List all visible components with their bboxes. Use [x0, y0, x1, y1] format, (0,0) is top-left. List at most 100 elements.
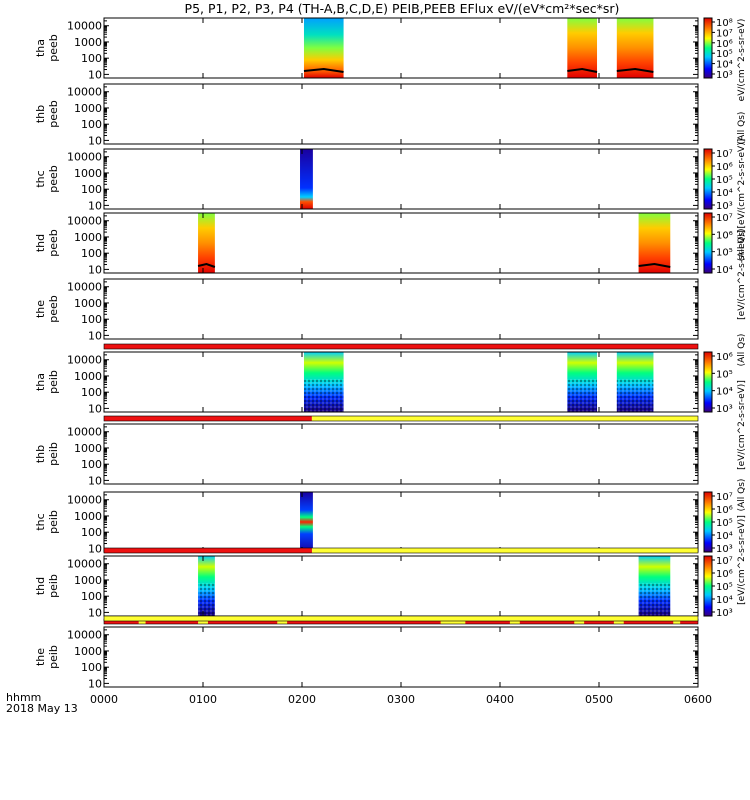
x-axis-label: 2018 May 13	[6, 702, 78, 715]
y-tick-label: 10000	[67, 426, 102, 439]
spectrogram-noise	[567, 379, 598, 412]
colorbar-tick-label: 10⁷	[716, 556, 733, 567]
side-label: eV/(cm^2-s-sr-eV)	[737, 19, 747, 102]
y-tick-label: 100	[81, 458, 102, 471]
colorbar-tick-label: 10⁷	[716, 213, 733, 224]
colorbar-tick-label: 10⁸	[716, 18, 733, 29]
colorbar-tick-label: 10⁴	[716, 188, 733, 199]
mode-bar-segment	[104, 548, 312, 553]
y-tick-label: 100	[81, 247, 102, 260]
y-tick-label: 10000	[67, 281, 102, 294]
colorbar-tick-label: 10⁴	[716, 265, 733, 276]
colorbar-gradient	[703, 148, 713, 210]
spectrogram-block	[198, 213, 215, 273]
panel-frame	[103, 17, 699, 79]
panel-ylabel-line: thc	[34, 170, 47, 187]
colorbar-gradient	[703, 351, 713, 413]
spacecraft-potential-line	[616, 67, 654, 73]
colorbar-gradient	[703, 212, 713, 274]
chart-title: P5, P1, P2, P3, P4 (TH-A,B,C,D,E) PEIB,P…	[185, 1, 620, 16]
y-tick-label: 1000	[74, 297, 102, 310]
panel-frame	[103, 626, 699, 688]
mode-bars	[103, 343, 699, 625]
y-tick-label: 100	[81, 118, 102, 131]
y-tick-label: 10	[88, 68, 102, 81]
colorbar-tick-label: 10⁵	[716, 582, 733, 593]
mode-bar-segment	[509, 619, 520, 624]
y-tick-label: 1000	[74, 510, 102, 523]
y-tick-label: 1000	[74, 231, 102, 244]
mode-bar-segment	[198, 619, 208, 624]
mode-bar-segment	[673, 619, 681, 624]
panel-frame	[103, 278, 699, 340]
colorbar-tick-label: 10⁶	[716, 505, 733, 516]
mode-bar	[103, 615, 699, 622]
panel-frame	[103, 83, 699, 145]
panel-frame	[103, 148, 699, 210]
spectrogram-block	[300, 492, 313, 552]
panel-the-peib: 10 100 1000 10000 the peib	[34, 626, 699, 690]
panel-the-peeb: 10 100 1000 10000 the peeb	[34, 278, 699, 342]
mode-bar-segment	[104, 619, 698, 624]
panel-thc-peib: 10 100 1000 10000 thc peib 10⁷ 10⁶ 10⁵ 10⁴ 10³	[34, 491, 733, 555]
y-tick-label: 100	[81, 386, 102, 399]
spectrogram-noise	[638, 583, 671, 616]
spectrogram-noise	[303, 379, 344, 412]
mode-bar	[103, 415, 699, 422]
spacecraft-potential-line	[197, 262, 216, 268]
side-label: [eV/(cm^2-s-sr-eV)]	[737, 230, 747, 320]
mode-bar-segment	[104, 416, 312, 421]
panel-ylabel-line: thd	[34, 234, 47, 252]
colorbar-tick-label: 10⁶	[716, 352, 733, 363]
y-tick-label: 1000	[74, 167, 102, 180]
colorbar-tick-label: 10⁷	[716, 492, 733, 503]
y-tick-label: 10000	[67, 215, 102, 228]
panel-ylabel-line: peeb	[47, 165, 60, 193]
x-tick-label: 0500	[585, 693, 613, 706]
colorbar-tick-label: 10⁶	[716, 569, 733, 580]
y-tick-label: 10	[88, 677, 102, 690]
y-tick-label: 10000	[67, 494, 102, 507]
y-tick-label: 10000	[67, 354, 102, 367]
y-tick-label: 10	[88, 329, 102, 342]
colorbar-tick-label: 10⁷	[716, 149, 733, 160]
y-tick-label: 10000	[67, 629, 102, 642]
mode-bar-segment	[104, 344, 698, 349]
colorbar-tick-label: 10³	[716, 404, 733, 415]
side-label: (All Qs)	[737, 479, 747, 512]
x-tick-label: 0100	[189, 693, 217, 706]
colorbar: 10⁶ 10⁵ 10⁴ 10³	[703, 351, 733, 415]
panel-ylabel-line: peeb	[47, 34, 60, 62]
side-label: (All Qs)	[737, 334, 747, 367]
y-tick-label: 10000	[67, 151, 102, 164]
panel-thd-peeb: 10 100 1000 10000 thd peeb 10⁷ 10⁶ 10⁵ 10⁴	[34, 212, 733, 276]
y-tick-label: 1000	[74, 442, 102, 455]
panel-ylabel-line: thc	[34, 513, 47, 530]
colorbar-tick-label: 10⁴	[716, 595, 733, 606]
y-tick-label: 10	[88, 263, 102, 276]
mode-bar-segment	[277, 619, 288, 624]
panel-ylabel-line: peib	[47, 574, 60, 598]
y-tick-label: 1000	[74, 370, 102, 383]
colorbar-tick-label: 10³	[716, 201, 733, 212]
panel-ylabel-line: tha	[34, 39, 47, 57]
spectrogram-noise	[198, 583, 215, 616]
mode-bar-segment	[613, 619, 624, 624]
mode-bar-frame	[103, 343, 699, 350]
y-tick-label: 10	[88, 199, 102, 212]
side-label: (All Qs)[eV/(cm^2-s-sr-eV)]	[737, 139, 747, 262]
panel-ylabel-line: peib	[47, 645, 60, 669]
panel-frame	[103, 491, 699, 553]
x-tick-label: 0300	[387, 693, 415, 706]
colorbar-gradient	[703, 17, 713, 79]
colorbar-tick-label: 10⁵	[716, 49, 733, 60]
x-tick-label: 0000	[90, 693, 118, 706]
colorbar-tick-label: 10³	[716, 608, 733, 619]
mode-bar	[103, 547, 699, 554]
y-tick-label: 10000	[67, 20, 102, 33]
mode-bar	[103, 343, 699, 350]
